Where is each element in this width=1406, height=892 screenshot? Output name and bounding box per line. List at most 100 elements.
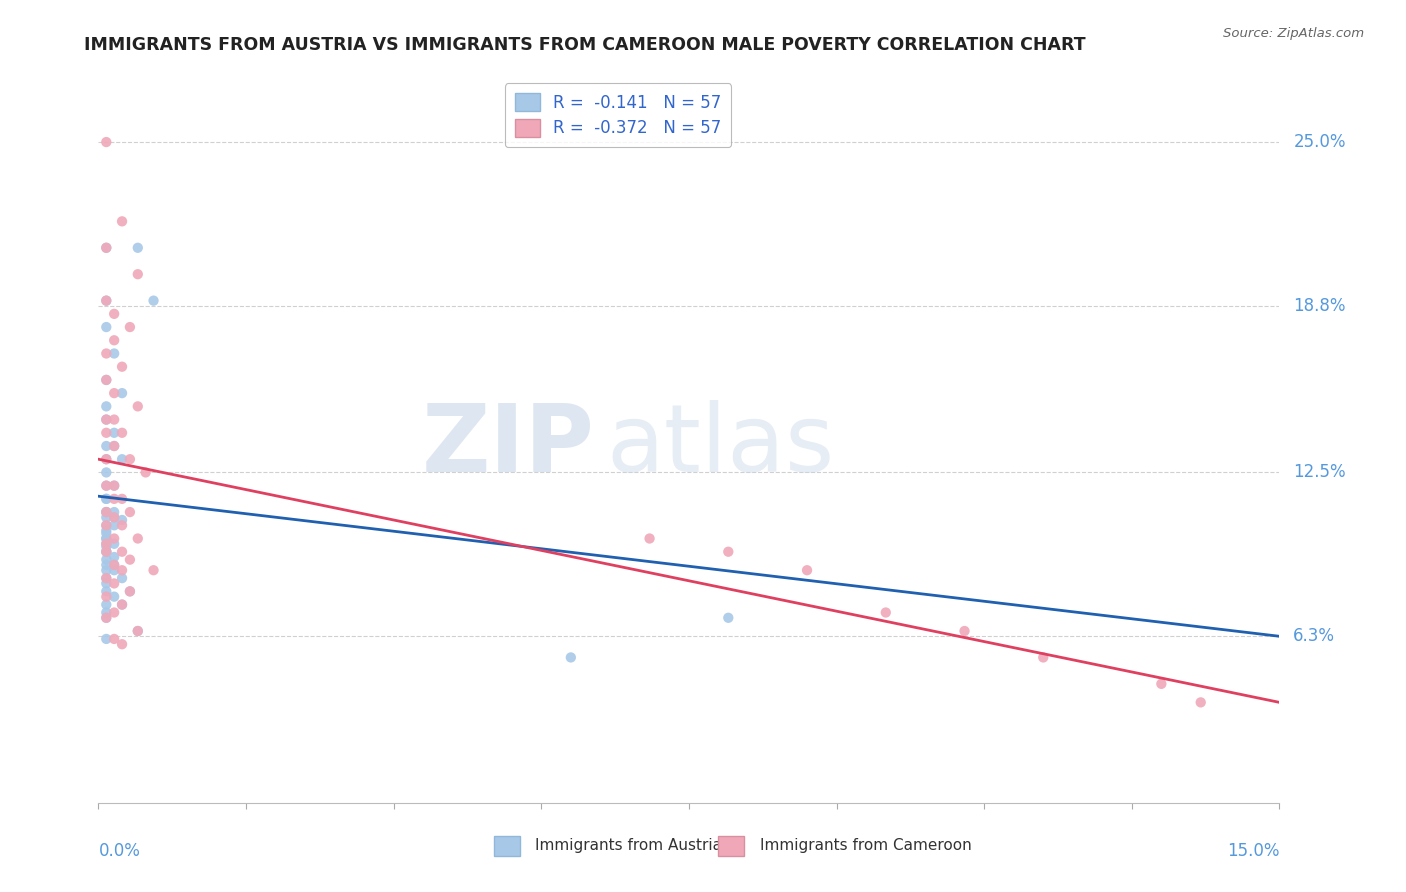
- Point: [96, 545, 118, 559]
- Point: [96, 524, 118, 538]
- Point: [96, 571, 118, 585]
- Point: [142, 293, 165, 308]
- Point: [96, 491, 118, 506]
- Point: [111, 598, 134, 612]
- Legend: R =  -0.141   N = 57, R =  -0.372   N = 57: R = -0.141 N = 57, R = -0.372 N = 57: [505, 83, 731, 147]
- Point: [96, 320, 118, 334]
- Point: [103, 439, 125, 453]
- Point: [103, 386, 125, 401]
- Point: [796, 563, 818, 577]
- Point: [103, 563, 125, 577]
- Point: [103, 333, 125, 347]
- Point: [103, 590, 125, 604]
- Text: IMMIGRANTS FROM AUSTRIA VS IMMIGRANTS FROM CAMEROON MALE POVERTY CORRELATION CHA: IMMIGRANTS FROM AUSTRIA VS IMMIGRANTS FR…: [84, 36, 1085, 54]
- Point: [111, 545, 134, 559]
- Point: [96, 576, 118, 591]
- Point: [111, 359, 134, 374]
- Point: [103, 346, 125, 360]
- Point: [96, 518, 118, 533]
- Point: [103, 537, 125, 551]
- Point: [127, 532, 149, 546]
- Point: [111, 513, 134, 527]
- Point: [1150, 677, 1173, 691]
- Point: [103, 576, 125, 591]
- Point: [96, 452, 118, 467]
- Point: [96, 532, 118, 546]
- Point: [1189, 695, 1212, 709]
- Point: [96, 540, 118, 554]
- Point: [96, 439, 118, 453]
- Point: [96, 293, 118, 308]
- Point: [103, 632, 125, 646]
- Text: 15.0%: 15.0%: [1227, 842, 1279, 860]
- Point: [103, 425, 125, 440]
- Point: [111, 598, 134, 612]
- Point: [96, 373, 118, 387]
- Point: [96, 598, 118, 612]
- Point: [111, 491, 134, 506]
- Point: [127, 624, 149, 638]
- Point: [111, 571, 134, 585]
- Point: [111, 425, 134, 440]
- Point: [96, 505, 118, 519]
- Point: [111, 386, 134, 401]
- Point: [118, 505, 141, 519]
- Point: [96, 135, 118, 149]
- Point: [1032, 650, 1054, 665]
- Point: [127, 267, 149, 281]
- Point: [96, 478, 118, 492]
- Point: [96, 478, 118, 492]
- Point: [96, 491, 118, 506]
- Point: [96, 505, 118, 519]
- Text: atlas: atlas: [606, 400, 835, 492]
- Point: [96, 545, 118, 559]
- Point: [103, 307, 125, 321]
- Point: [103, 510, 125, 524]
- Point: [96, 545, 118, 559]
- Point: [142, 563, 165, 577]
- FancyBboxPatch shape: [494, 837, 520, 856]
- Point: [96, 510, 118, 524]
- Point: [103, 549, 125, 564]
- Text: 12.5%: 12.5%: [1294, 464, 1346, 482]
- Point: [96, 412, 118, 426]
- Point: [96, 611, 118, 625]
- Point: [118, 584, 141, 599]
- Point: [118, 552, 141, 566]
- Point: [103, 532, 125, 546]
- Point: [96, 346, 118, 360]
- Text: Immigrants from Cameroon: Immigrants from Cameroon: [759, 838, 972, 853]
- Point: [111, 563, 134, 577]
- Point: [96, 552, 118, 566]
- Point: [96, 584, 118, 599]
- Point: [96, 632, 118, 646]
- Point: [96, 425, 118, 440]
- Point: [96, 241, 118, 255]
- Point: [135, 466, 157, 480]
- Point: [118, 452, 141, 467]
- Point: [103, 491, 125, 506]
- Point: [96, 518, 118, 533]
- Point: [96, 293, 118, 308]
- Point: [111, 637, 134, 651]
- Point: [103, 558, 125, 572]
- Text: 18.8%: 18.8%: [1294, 297, 1346, 315]
- Point: [127, 624, 149, 638]
- Point: [111, 214, 134, 228]
- Text: Source: ZipAtlas.com: Source: ZipAtlas.com: [1223, 27, 1364, 40]
- Point: [96, 563, 118, 577]
- Point: [717, 611, 740, 625]
- Point: [103, 510, 125, 524]
- Text: 25.0%: 25.0%: [1294, 133, 1346, 151]
- Point: [103, 505, 125, 519]
- Point: [118, 320, 141, 334]
- Text: Immigrants from Austria: Immigrants from Austria: [536, 838, 723, 853]
- FancyBboxPatch shape: [718, 837, 744, 856]
- Text: ZIP: ZIP: [422, 400, 595, 492]
- Point: [96, 466, 118, 480]
- Point: [96, 526, 118, 541]
- Point: [96, 241, 118, 255]
- Point: [560, 650, 582, 665]
- Point: [96, 373, 118, 387]
- Point: [103, 558, 125, 572]
